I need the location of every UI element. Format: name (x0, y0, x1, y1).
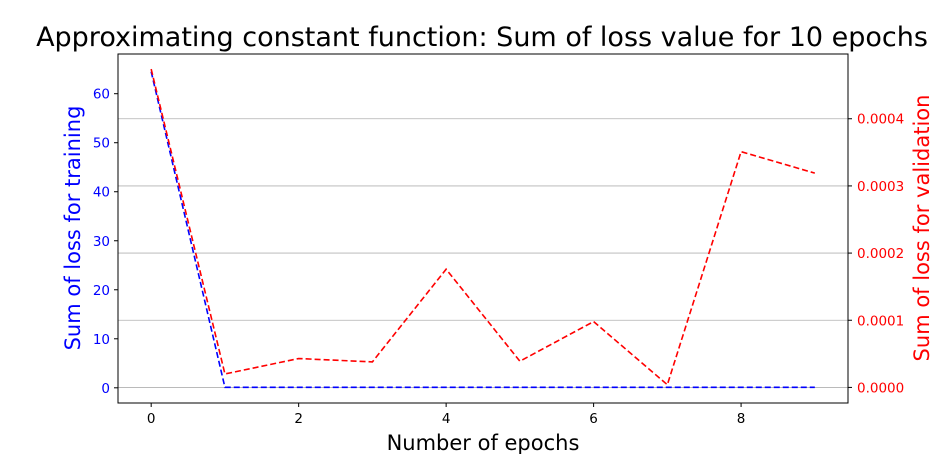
y-left-tick-label: 20 (93, 283, 110, 299)
series-line-left (150, 71, 815, 389)
y-axis-left: 0 10 20 30 40 50 60 (93, 87, 118, 397)
y-axis-left-label: Sum of loss for training (61, 106, 85, 351)
y-right-tick-label: 0.0002 (857, 246, 904, 262)
plot-frame (117, 53, 849, 404)
series-line-right (150, 68, 816, 387)
y-right-tick-label: 0.0000 (857, 380, 904, 396)
x-tick-label: 4 (442, 411, 451, 427)
x-tick-label: 8 (737, 411, 746, 427)
y-axis-right-label: Sum of loss for validation (910, 95, 934, 362)
series-layer (150, 68, 816, 389)
y-left-tick-label: 0 (101, 381, 110, 397)
x-tick-label: 6 (589, 411, 598, 427)
y-left-tick-label: 40 (93, 185, 110, 201)
y-left-tick-label: 50 (93, 136, 110, 152)
y-right-tick-label: 0.0004 (857, 112, 904, 128)
y-axis-right: 0.0000 0.0001 0.0002 0.0003 0.0004 (848, 112, 904, 396)
x-axis: 0 2 4 6 8 (147, 403, 745, 427)
y-left-tick-label: 10 (93, 332, 110, 348)
y-right-tick-label: 0.0001 (857, 313, 904, 329)
x-tick-label: 0 (147, 411, 156, 427)
chart-title: Approximating constant function: Sum of … (36, 22, 928, 53)
grid (118, 118, 848, 388)
y-left-tick-label: 30 (93, 234, 110, 250)
x-axis-label: Number of epochs (387, 431, 580, 454)
y-right-tick-label: 0.0003 (857, 179, 904, 195)
y-left-tick-label: 60 (93, 87, 110, 103)
x-tick-label: 2 (294, 411, 303, 427)
